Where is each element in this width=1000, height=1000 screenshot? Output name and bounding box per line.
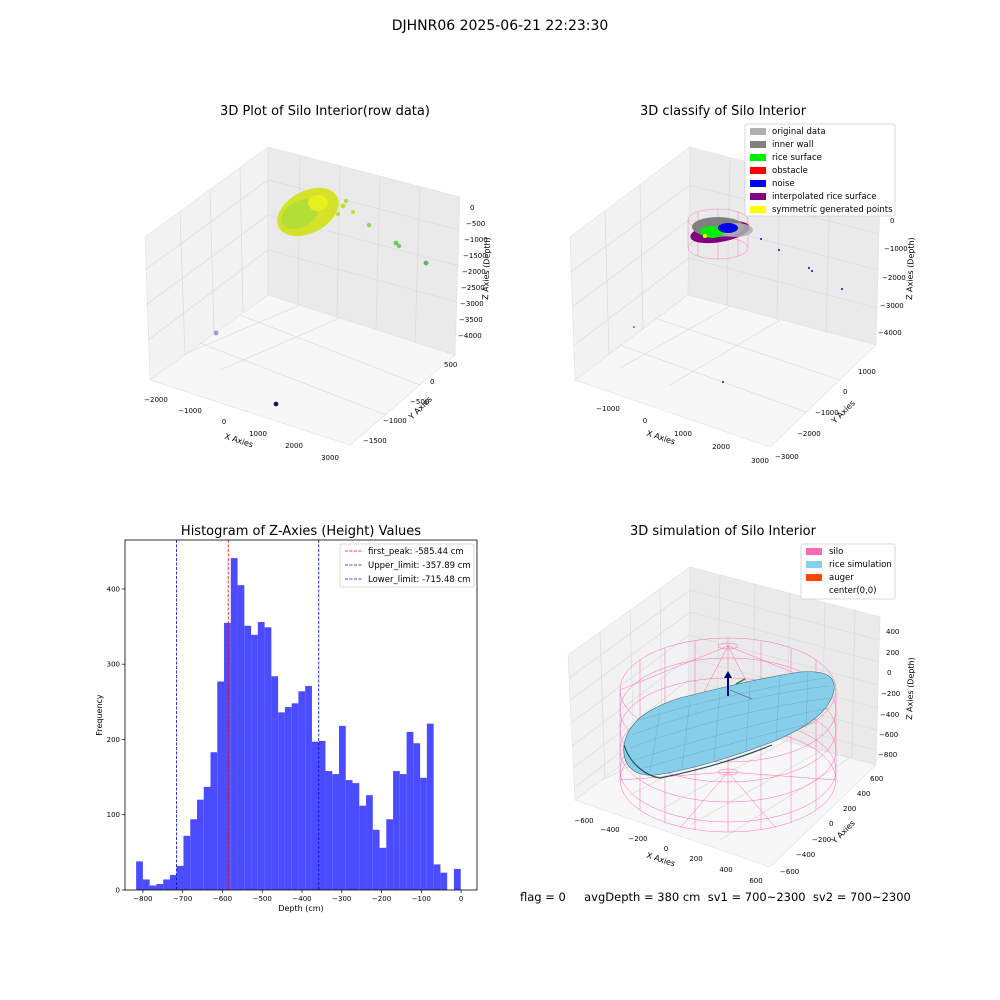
p1-z-tick: −3000 (460, 300, 484, 308)
figure-title: DJHNR06 2025-06-21 22:23:30 (391, 18, 609, 34)
p1-x-tick: 2000 (285, 442, 303, 450)
p1-y-tick: 500 (444, 361, 457, 369)
plot4-title: 3D simulation of Silo Interior (630, 524, 816, 539)
histogram-title: Histogram of Z-Axies (Height) Values (180, 524, 422, 539)
plot2-title: 3D classify of Silo Interior (639, 104, 807, 119)
p1-z-tick: −1000 (464, 236, 488, 244)
p1-y-tick: −1500 (363, 437, 387, 445)
p1-x-tick: 3000 (321, 454, 339, 462)
status-line: flag = 0 avgDepth = 380 cm sv1 = 700~230… (520, 890, 911, 904)
p1-x-tick: 1000 (249, 430, 267, 438)
p1-x-tick: −2000 (144, 396, 168, 404)
p1-z-tick: −1500 (463, 252, 487, 260)
p1-point-cloud (213, 187, 429, 407)
p1-z-tick: −4000 (458, 332, 482, 340)
p1-y-tick: 0 (430, 378, 434, 386)
p1-z-tick: −2000 (462, 268, 486, 276)
p1-z-axis-label: Z Axies (Depth) (481, 237, 492, 300)
p1-y-tick: −500 (410, 398, 429, 406)
p1-z-tick: −2500 (461, 284, 485, 292)
p1-z-tick: −3500 (459, 316, 483, 324)
p1-y-tick: −1000 (383, 417, 407, 425)
p1-z-tick: 0 (470, 204, 474, 212)
p1-z-tick: −500 (466, 220, 485, 228)
p1-x-tick: −1000 (178, 407, 202, 415)
p1-x-tick: 0 (222, 418, 226, 426)
plot1-title: 3D Plot of Silo Interior(row data) (220, 104, 430, 119)
